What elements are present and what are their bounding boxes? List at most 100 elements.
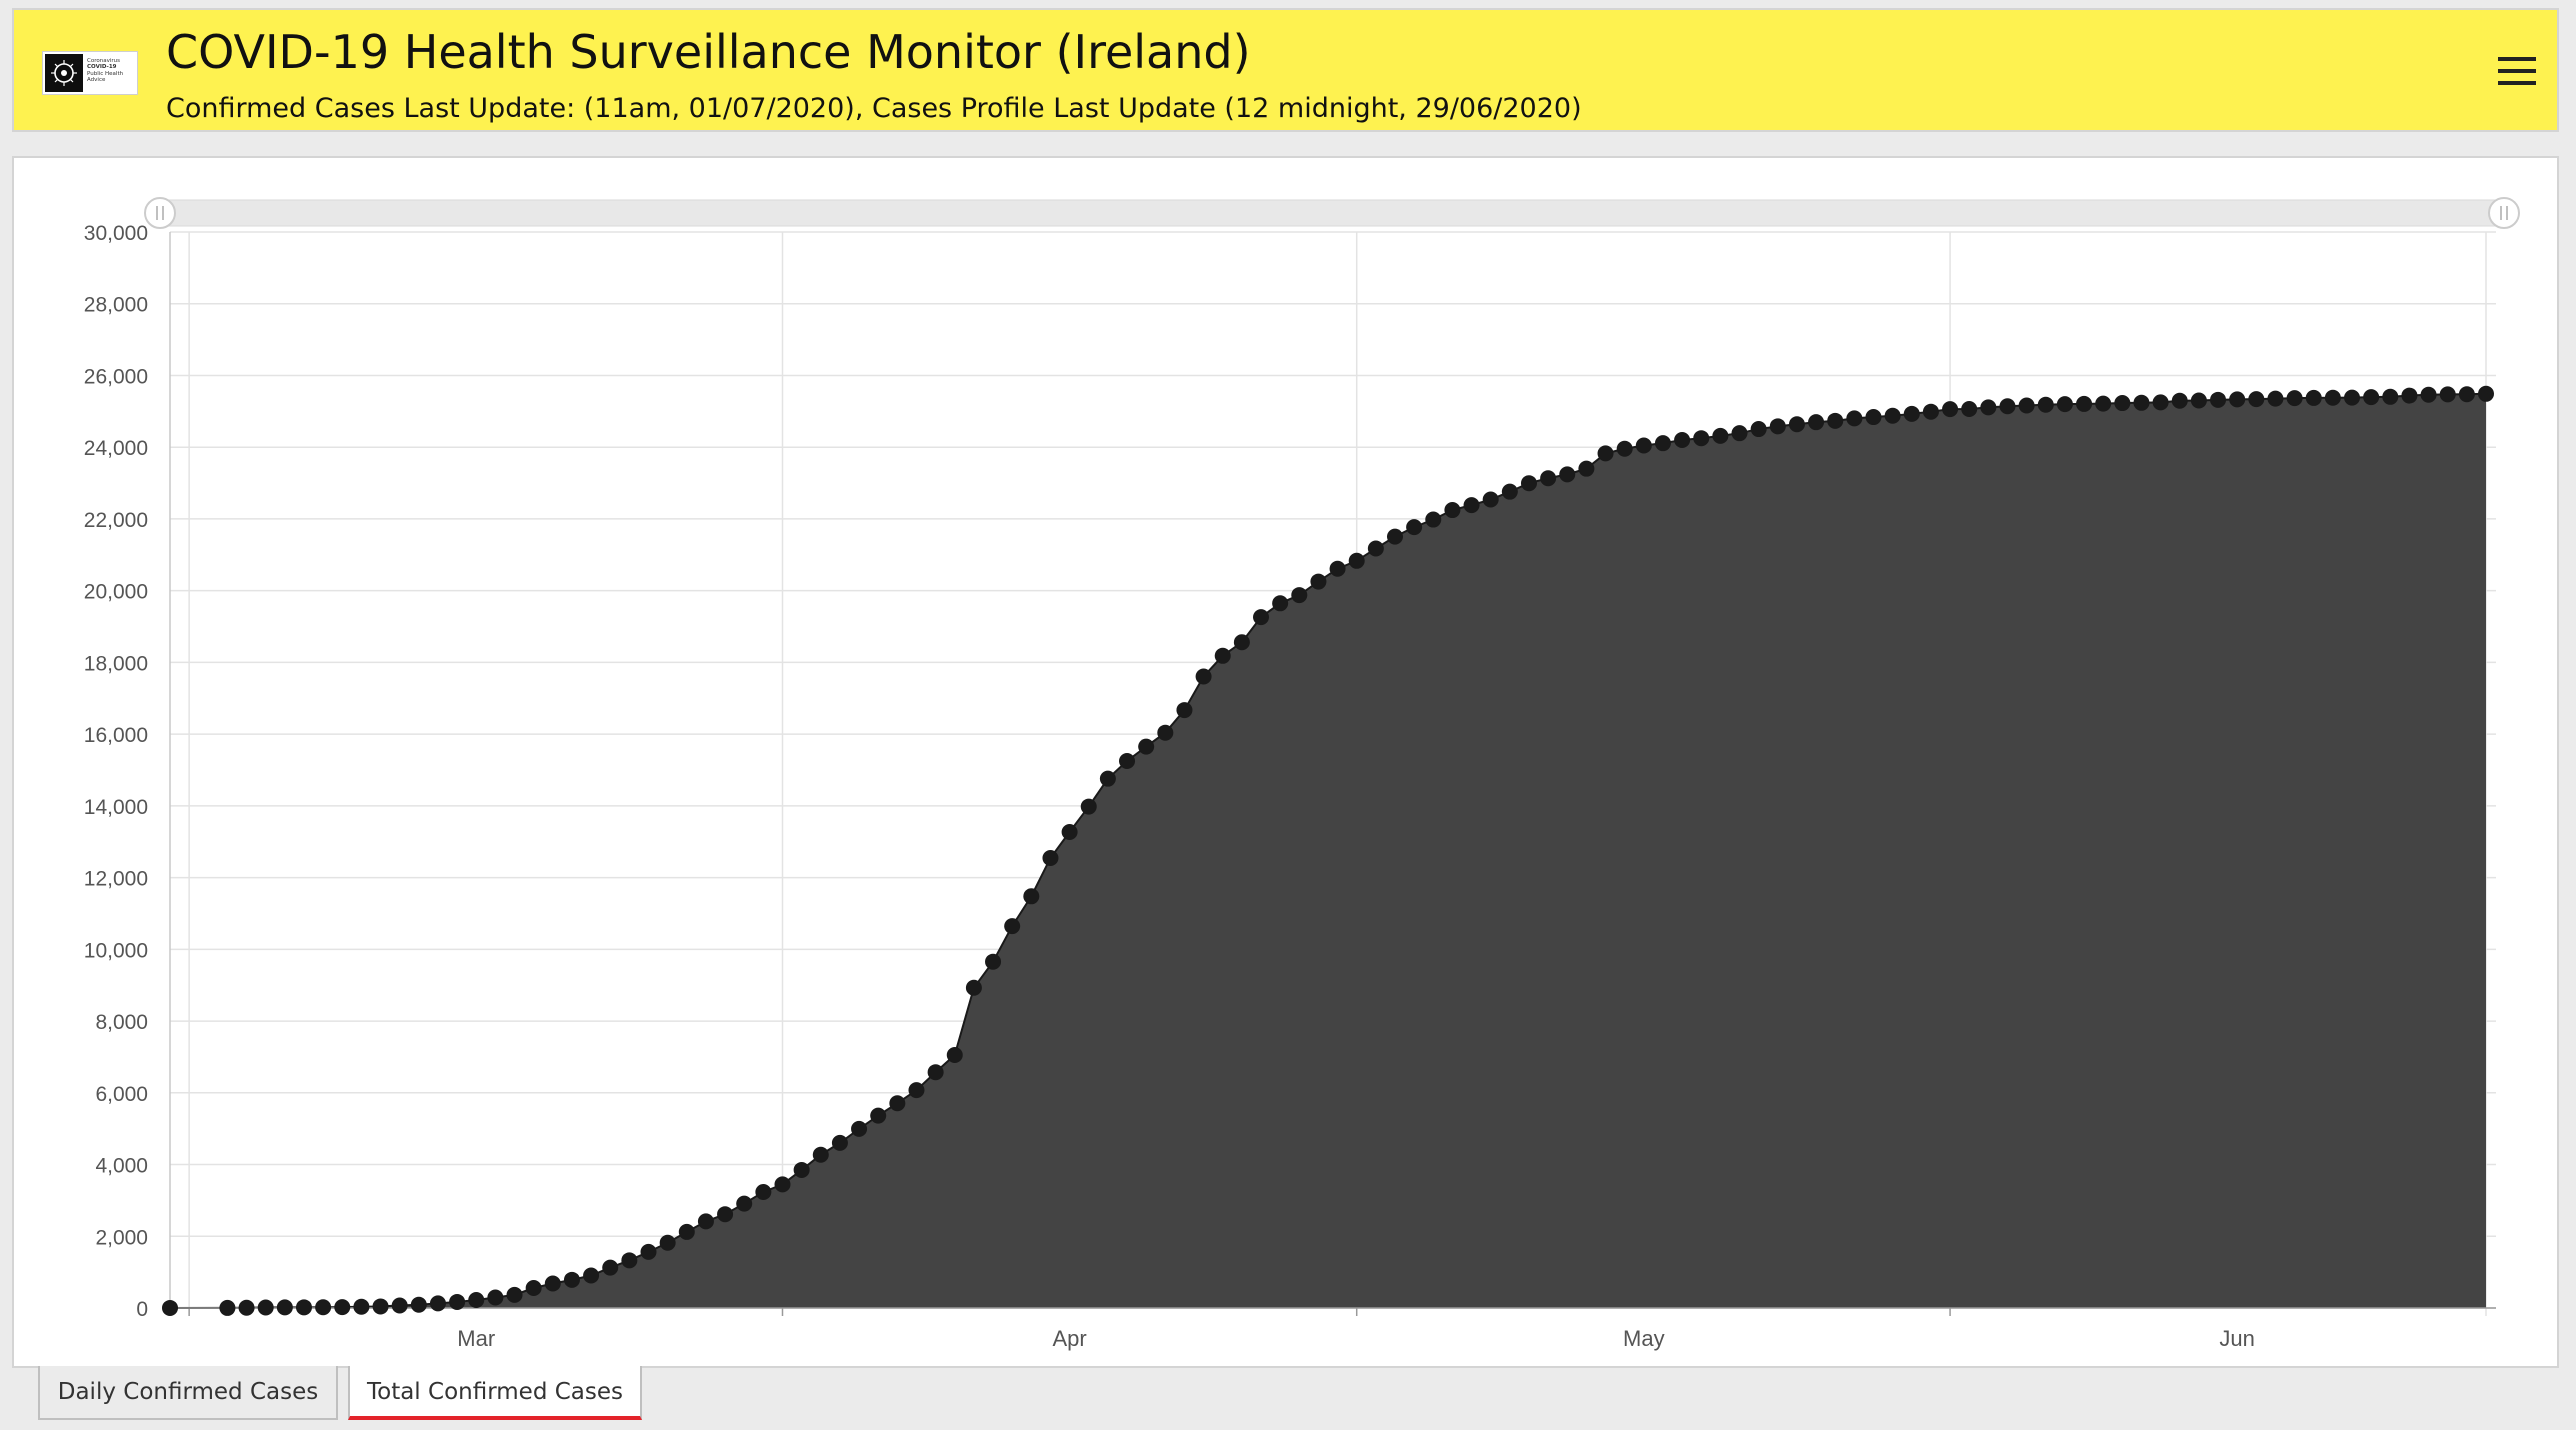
cumulative-area — [170, 393, 2486, 1308]
slider-handle-knob[interactable] — [144, 197, 176, 229]
data-point — [1406, 519, 1423, 536]
data-point — [1616, 440, 1633, 457]
page-title: COVID-19 Health Surveillance Monitor (Ir… — [166, 25, 1251, 79]
data-point — [2018, 397, 2035, 414]
data-point — [544, 1275, 561, 1292]
data-point — [1042, 849, 1059, 866]
data-point — [1099, 770, 1116, 787]
data-point — [162, 1299, 178, 1316]
hamburger-menu-icon[interactable] — [2492, 46, 2542, 96]
data-point — [334, 1299, 351, 1316]
data-point — [2095, 395, 2112, 412]
data-point — [1788, 416, 1805, 433]
data-point — [1597, 445, 1614, 462]
data-point — [1520, 475, 1537, 492]
data-point — [1578, 460, 1595, 477]
virus-emblem-icon — [45, 54, 83, 92]
data-point — [851, 1120, 868, 1137]
y-tick-label: 0 — [136, 1298, 148, 1321]
data-point — [1750, 421, 1767, 438]
tab-total-confirmed-cases[interactable]: Total Confirmed Cases — [348, 1366, 642, 1420]
data-point — [372, 1298, 389, 1315]
data-point — [1157, 724, 1174, 741]
data-point — [985, 953, 1002, 970]
app-header: Coronavirus COVID-19 Public Health Advic… — [12, 8, 2559, 132]
data-point — [659, 1234, 676, 1251]
data-point — [1769, 418, 1786, 435]
data-point — [1004, 918, 1021, 935]
data-point — [2478, 385, 2494, 402]
data-point — [908, 1082, 925, 1099]
y-tick-label: 26,000 — [84, 365, 148, 388]
data-point — [602, 1259, 619, 1276]
data-point — [219, 1299, 236, 1316]
data-point — [1214, 647, 1231, 664]
x-tick-label: Jun — [2219, 1326, 2254, 1351]
data-point — [487, 1289, 504, 1306]
data-point — [927, 1064, 944, 1081]
data-point — [2076, 395, 2093, 412]
range-slider-track — [159, 199, 2505, 227]
tab-daily-confirmed-cases[interactable]: Daily Confirmed Cases — [38, 1366, 338, 1420]
data-point — [2401, 387, 2418, 404]
data-point — [1501, 483, 1518, 500]
range-slider-end-handle[interactable] — [2488, 197, 2520, 229]
x-tick-label: May — [1623, 1326, 1665, 1351]
data-point — [1980, 399, 1997, 416]
data-point — [2439, 386, 2456, 403]
data-point — [468, 1292, 485, 1308]
data-point — [965, 979, 982, 996]
data-point — [946, 1047, 963, 1063]
data-point — [1865, 409, 1882, 426]
data-point — [1808, 414, 1825, 431]
data-point — [2363, 389, 2380, 406]
data-point — [2133, 394, 2150, 411]
data-point — [1233, 634, 1250, 651]
data-point — [2458, 386, 2475, 403]
data-point — [2248, 391, 2265, 408]
data-point — [1348, 552, 1365, 569]
data-point — [1999, 398, 2016, 415]
data-point — [1693, 430, 1710, 447]
data-point — [1425, 511, 1442, 528]
data-point — [793, 1161, 810, 1178]
data-point — [563, 1271, 580, 1288]
data-point — [1884, 407, 1901, 424]
data-point — [678, 1223, 695, 1240]
data-point — [1846, 410, 1863, 427]
range-slider-start-handle[interactable] — [144, 197, 176, 229]
data-point — [506, 1286, 523, 1303]
data-point — [1176, 702, 1193, 719]
data-point — [831, 1134, 848, 1151]
data-point — [1540, 470, 1557, 487]
data-point — [2210, 391, 2227, 408]
data-point — [583, 1267, 600, 1284]
data-point — [774, 1176, 791, 1193]
data-point — [1463, 497, 1480, 514]
data-point — [1654, 435, 1671, 452]
data-point — [1731, 425, 1748, 442]
y-tick-label: 16,000 — [84, 724, 148, 747]
data-point — [1942, 401, 1959, 418]
data-point — [870, 1107, 887, 1124]
data-point — [2324, 389, 2341, 406]
data-point — [1559, 466, 1576, 483]
data-point — [1329, 560, 1346, 577]
logo-text: Coronavirus COVID-19 Public Health Advic… — [87, 58, 137, 90]
data-point — [410, 1296, 427, 1313]
data-point — [621, 1252, 638, 1269]
y-tick-label: 2,000 — [95, 1226, 148, 1249]
data-point — [812, 1146, 829, 1163]
data-point — [295, 1299, 312, 1316]
data-point — [1367, 540, 1384, 557]
chart-panel: 0 2,000 4,000 6,000 8,000 10,000 12,000 14,000 1… — [12, 156, 2559, 1368]
y-tick-label: 22,000 — [84, 509, 148, 532]
data-point — [2286, 390, 2303, 407]
data-point — [276, 1299, 293, 1316]
slider-handle-knob[interactable] — [2488, 197, 2520, 229]
data-point — [1138, 738, 1155, 755]
data-point — [2152, 394, 2169, 411]
data-point — [697, 1213, 714, 1230]
data-point — [2114, 395, 2131, 412]
y-tick-label: 14,000 — [84, 796, 148, 819]
